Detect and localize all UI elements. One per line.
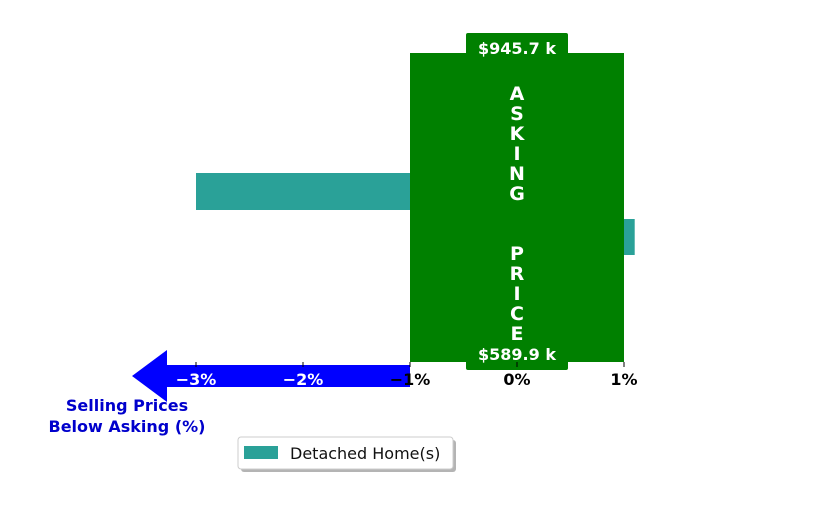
x-tick-label: 0% [503,370,530,389]
asking-letter: I [513,143,520,165]
asking-letter: I [513,283,520,305]
x-tick-label: 1% [610,370,637,389]
asking-letter: R [510,263,525,285]
x-tick-label: −2% [283,370,324,389]
asking-letter: A [510,83,525,105]
asking-letter: G [509,183,525,205]
axis-title-line-1: Selling Prices [66,396,188,415]
below-asking-arrow [132,350,410,402]
asking-letter: K [510,123,526,145]
x-tick-label: −3% [176,370,217,389]
legend-box [237,436,454,470]
asking-letter: N [509,163,525,185]
legend: Detached Home(s) [237,436,456,472]
x-axis-ticks: −3% −2% −1% 0% 1% [176,362,638,389]
asking-letter: C [510,303,524,325]
asking-letter: P [510,243,524,265]
bottom-price-badge [466,341,568,370]
top-price-badge [466,33,568,61]
bottom-price-label: $589.9 k [478,345,556,364]
x-tick-label: −1% [390,370,431,389]
asking-letter: E [511,323,524,345]
legend-swatch [244,446,278,459]
top-price-label: $945.7 k [478,39,556,58]
asking-price-band [410,53,624,362]
legend-label: Detached Home(s) [290,444,440,463]
asking-letter: S [510,103,524,125]
axis-title-line-2: Below Asking (%) [49,417,206,436]
